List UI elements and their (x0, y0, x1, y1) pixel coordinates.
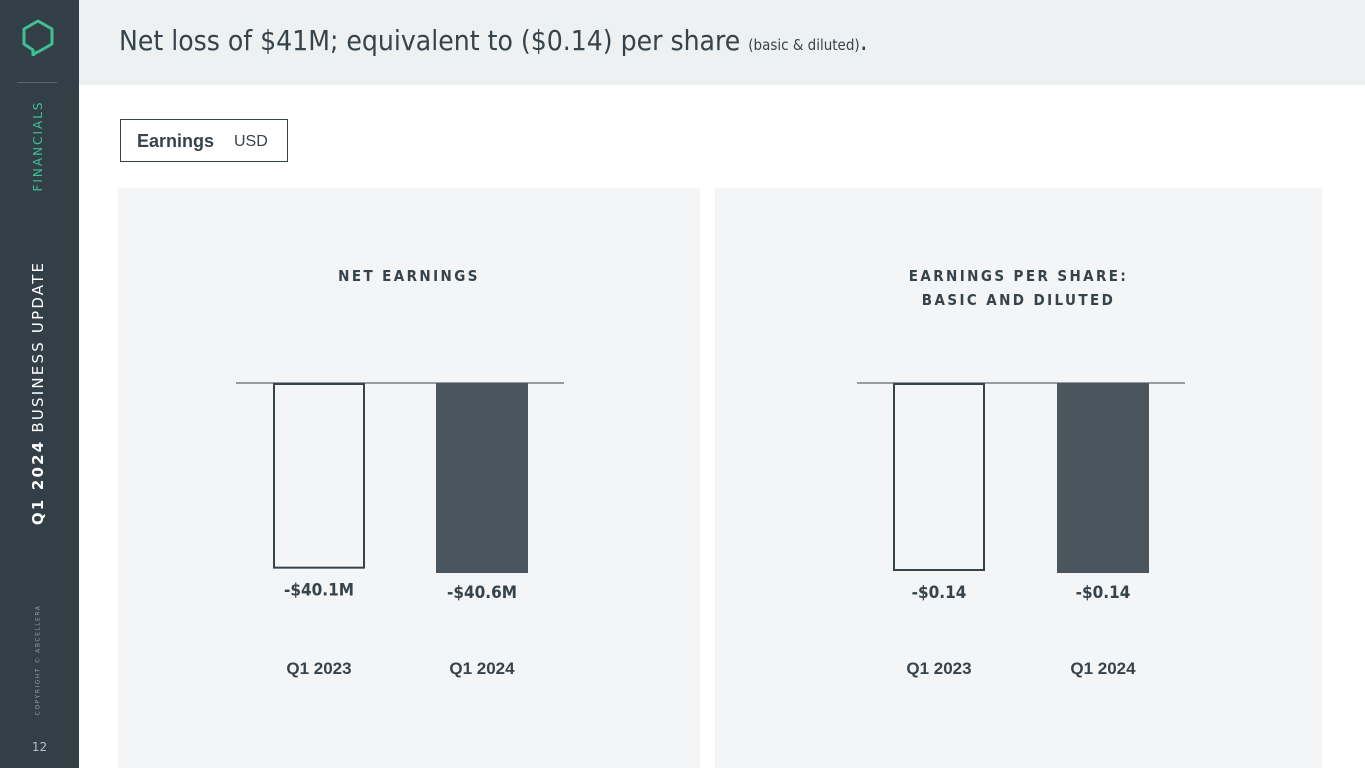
eps-panel: EARNINGS PER SHARE: BASIC AND DILUTED -$… (715, 188, 1322, 768)
bar-q1-2023 (273, 383, 365, 569)
category-label: Q1 2023 (286, 659, 351, 678)
badge-unit: USD (234, 133, 268, 150)
data-label: -$0.14 (912, 583, 967, 603)
bar-q1-2024 (1057, 383, 1149, 573)
page-title: Net loss of $41M; equivalent to ($0.14) … (119, 24, 868, 57)
hexagon-chat-logo-icon (22, 19, 54, 56)
category-label: Q1 2024 (1070, 659, 1136, 678)
data-label: -$40.6M (447, 583, 517, 603)
sidebar-divider (17, 82, 57, 83)
page-title-period: . (859, 24, 868, 57)
deck-title-rest: BUSINESS UPDATE (29, 260, 47, 440)
page-title-main: Net loss of $41M; equivalent to ($0.14) … (119, 24, 741, 57)
data-label: -$40.1M (284, 581, 354, 601)
chart-title: NET EARNINGS (118, 264, 700, 288)
net-earnings-chart: -$40.1M Q1 2023 -$40.6M Q1 2024 (236, 382, 564, 678)
net-earnings-panel: NET EARNINGS -$40.1M Q1 2023 -$40.6M Q1 202… (118, 188, 700, 768)
copyright-text: COPYRIGHT © ABCELLERA (34, 604, 42, 716)
bar-q1-2024 (436, 383, 528, 573)
badge-label: Earnings (137, 131, 215, 151)
chart-title-line: NET EARNINGS (338, 267, 480, 285)
chart-title-line-2: BASIC AND DILUTED (921, 291, 1116, 309)
deck-title: Q1 2024 BUSINESS UPDATE (29, 261, 47, 525)
page-number: 12 (31, 740, 48, 754)
header-bar: Net loss of $41M; equivalent to ($0.14) … (79, 0, 1365, 85)
earnings-badge: Earnings USD (120, 119, 288, 162)
chart-title: EARNINGS PER SHARE: BASIC AND DILUTED (715, 264, 1322, 312)
category-label: Q1 2024 (449, 659, 515, 678)
data-label: -$0.14 (1076, 583, 1131, 603)
chart-title-line-1: EARNINGS PER SHARE: (908, 267, 1129, 285)
page-title-note: (basic & diluted) (748, 36, 860, 54)
deck-title-period: Q1 2024 (29, 439, 47, 526)
sidebar: FINANCIALS Q1 2024 BUSINESS UPDATE COPYR… (0, 0, 79, 768)
bar-q1-2023 (893, 383, 985, 571)
section-label: FINANCIALS (31, 100, 45, 192)
eps-chart: -$0.14 Q1 2023 -$0.14 Q1 2024 (857, 382, 1185, 678)
category-label: Q1 2023 (906, 659, 971, 678)
